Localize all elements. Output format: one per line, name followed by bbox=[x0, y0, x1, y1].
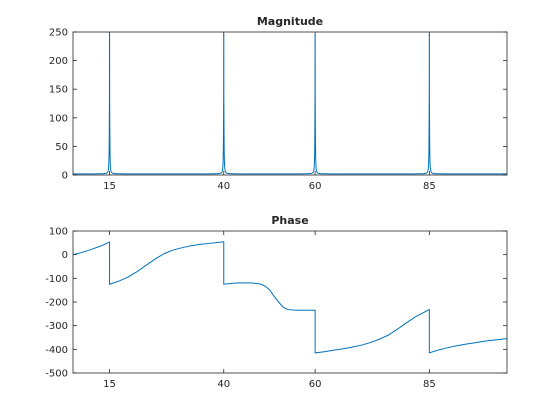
phase-panel: Phase 15 40 60 85 -500 -400 -300 -200 -100 0 100 bbox=[45, 214, 508, 390]
phase-axes-box bbox=[72, 230, 508, 374]
x-tick-label: 60 bbox=[309, 379, 322, 390]
y-tick-label: -200 bbox=[45, 298, 68, 309]
x-tick-label: 15 bbox=[103, 379, 116, 390]
magnitude-title: Magnitude bbox=[257, 15, 323, 28]
magnitude-axes-box bbox=[72, 31, 508, 176]
y-tick-label: -100 bbox=[45, 274, 68, 285]
x-tick-label: 85 bbox=[423, 379, 436, 390]
magnitude-series-line bbox=[73, 34, 507, 175]
magnitude-ticks: 15 40 60 85 0 50 100 150 200 250 bbox=[49, 28, 507, 192]
y-tick-label: 150 bbox=[49, 85, 68, 96]
y-tick-label: 200 bbox=[49, 56, 68, 67]
y-tick-label: -500 bbox=[45, 369, 68, 380]
phase-series-line bbox=[72, 241, 508, 354]
y-tick-label: 0 bbox=[62, 250, 68, 261]
x-tick-label: 40 bbox=[217, 181, 230, 192]
y-tick-label: -400 bbox=[45, 345, 68, 356]
magnitude-panel: Magnitude 15 40 60 85 0 50 100 150 200 250 bbox=[49, 15, 508, 192]
y-tick-label: 50 bbox=[55, 142, 68, 153]
y-tick-label: 100 bbox=[49, 227, 68, 238]
y-tick-label: 250 bbox=[49, 28, 68, 39]
x-tick-label: 60 bbox=[309, 181, 322, 192]
y-tick-label: 0 bbox=[62, 171, 68, 182]
x-tick-label: 40 bbox=[217, 379, 230, 390]
phase-ticks: 15 40 60 85 -500 -400 -300 -200 -100 0 100 bbox=[45, 227, 507, 390]
y-tick-label: -300 bbox=[45, 321, 68, 332]
x-tick-label: 85 bbox=[423, 181, 436, 192]
phase-title: Phase bbox=[271, 214, 308, 227]
y-tick-label: 100 bbox=[49, 113, 68, 124]
x-tick-label: 15 bbox=[103, 181, 116, 192]
